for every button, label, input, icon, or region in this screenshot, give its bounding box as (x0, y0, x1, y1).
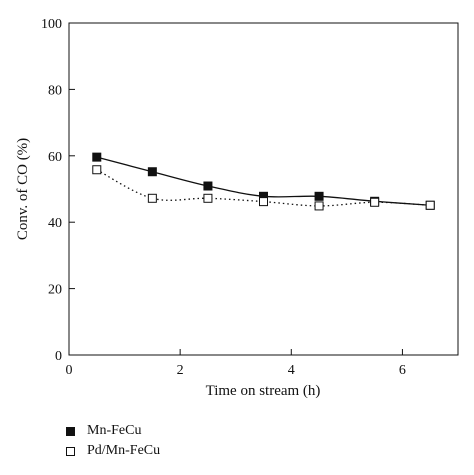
data-point-pd-mn-fecu (203, 193, 213, 203)
x-tick-label: 4 (288, 363, 295, 378)
data-point-mn-fecu (203, 181, 213, 191)
legend-item-mn-fecu: Mn-FeCu (66, 421, 160, 441)
x-tick-label: 6 (399, 363, 406, 378)
y-tick-label: 20 (48, 283, 62, 298)
x-axis-label: Time on stream (h) (206, 383, 321, 399)
plot-frame (68, 22, 459, 356)
open-square-icon (66, 446, 75, 456)
data-point-mn-fecu (147, 167, 157, 177)
y-axis-label: Conv. of CO (%) (15, 138, 31, 240)
data-point-pd-mn-fecu (259, 197, 268, 207)
legend-label-mn-fecu: Mn-FeCu (87, 423, 142, 438)
y-tick-label: 40 (48, 216, 62, 231)
y-tick-label: 80 (48, 83, 62, 98)
data-point-pd-mn-fecu (147, 193, 157, 203)
y-tick-label: 60 (48, 150, 62, 165)
legend-label-pd-mn-fecu: Pd/Mn-FeCu (87, 443, 161, 458)
y-tick-label: 100 (41, 17, 62, 32)
x-tick-label: 0 (66, 363, 73, 378)
legend-item-pd-mn-fecu: Pd/Mn-FeCu (66, 441, 160, 461)
data-point-pd-mn-fecu (370, 197, 380, 207)
x-tick-label: 2 (177, 363, 184, 378)
series-points (92, 152, 435, 211)
y-tick-label: 0 (55, 349, 62, 364)
legend: Mn-FeCu Pd/Mn-FeCu (66, 421, 160, 461)
data-point-pd-mn-fecu (314, 201, 324, 211)
data-point-mn-fecu (314, 191, 324, 201)
data-point-mn-fecu (92, 152, 102, 162)
filled-square-icon (66, 426, 75, 436)
data-point-pd-mn-fecu (425, 200, 435, 210)
data-point-pd-mn-fecu (92, 165, 102, 175)
